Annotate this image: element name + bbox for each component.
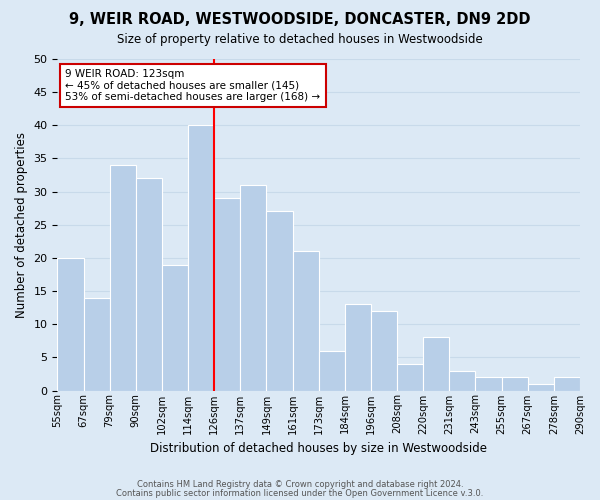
Bar: [345, 304, 371, 390]
Bar: [110, 165, 136, 390]
Text: Contains public sector information licensed under the Open Government Licence v.: Contains public sector information licen…: [116, 489, 484, 498]
X-axis label: Distribution of detached houses by size in Westwoodside: Distribution of detached houses by size …: [150, 442, 487, 455]
Bar: [397, 364, 423, 390]
Bar: [319, 350, 345, 391]
Bar: [528, 384, 554, 390]
Bar: [83, 298, 110, 390]
Bar: [554, 378, 580, 390]
Bar: [188, 126, 214, 390]
Bar: [214, 198, 241, 390]
Bar: [293, 252, 319, 390]
Bar: [449, 370, 475, 390]
Y-axis label: Number of detached properties: Number of detached properties: [15, 132, 28, 318]
Bar: [136, 178, 162, 390]
Bar: [502, 378, 528, 390]
Bar: [266, 212, 293, 390]
Text: Contains HM Land Registry data © Crown copyright and database right 2024.: Contains HM Land Registry data © Crown c…: [137, 480, 463, 489]
Bar: [423, 338, 449, 390]
Text: 9, WEIR ROAD, WESTWOODSIDE, DONCASTER, DN9 2DD: 9, WEIR ROAD, WESTWOODSIDE, DONCASTER, D…: [69, 12, 531, 28]
Bar: [162, 264, 188, 390]
Text: 9 WEIR ROAD: 123sqm
← 45% of detached houses are smaller (145)
53% of semi-detac: 9 WEIR ROAD: 123sqm ← 45% of detached ho…: [65, 69, 320, 102]
Bar: [475, 378, 502, 390]
Bar: [371, 311, 397, 390]
Bar: [241, 185, 266, 390]
Bar: [58, 258, 83, 390]
Text: Size of property relative to detached houses in Westwoodside: Size of property relative to detached ho…: [117, 32, 483, 46]
